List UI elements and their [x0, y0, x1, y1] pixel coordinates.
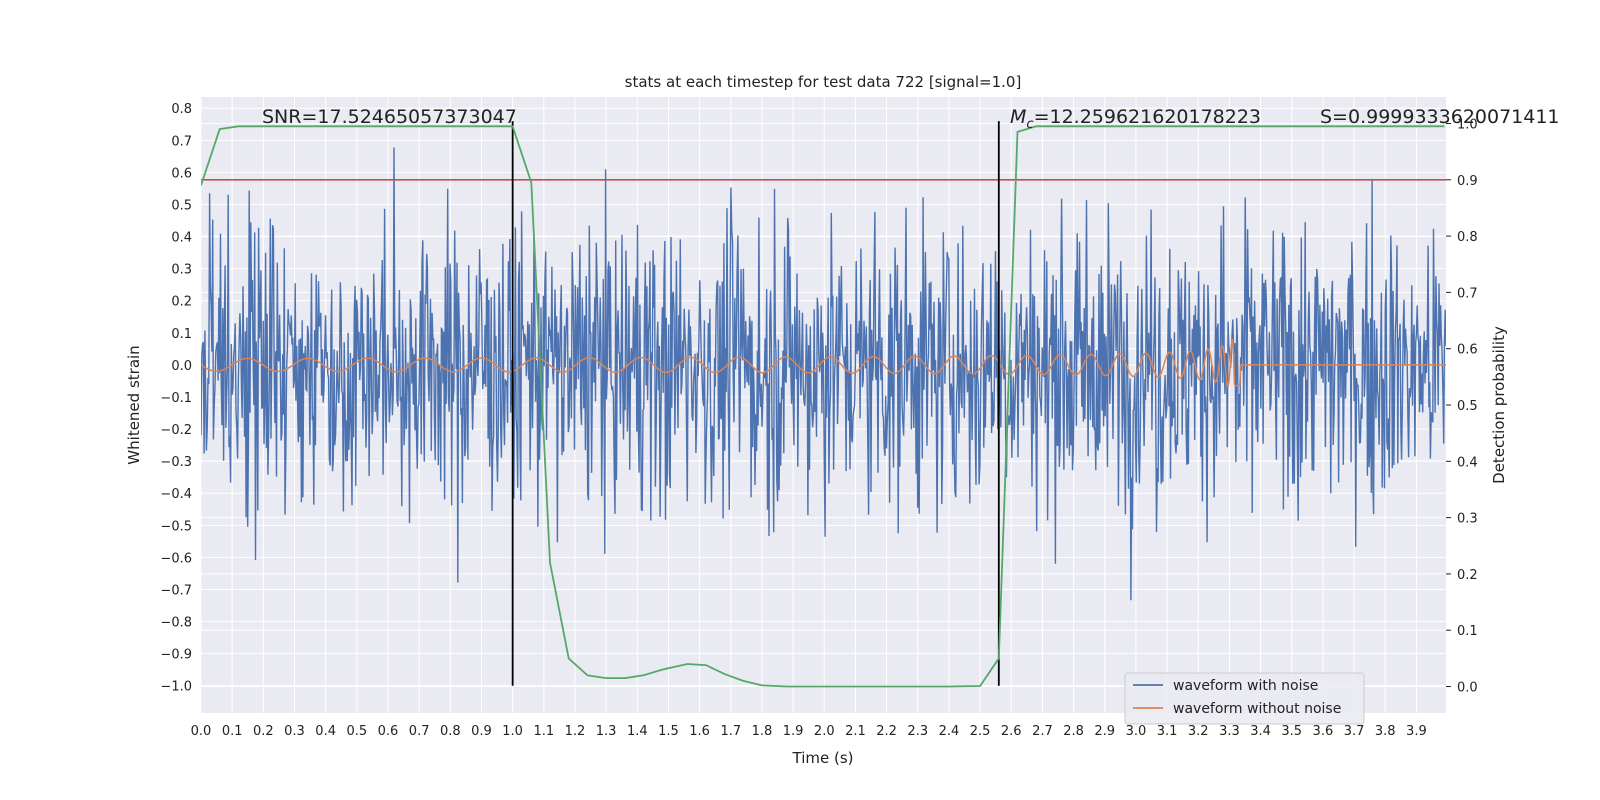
chirp-mass-value: =12.259621620178223	[1034, 106, 1261, 128]
x-tick-label: 0.4	[315, 724, 336, 739]
y-axis-title: Whitened strain	[125, 345, 143, 464]
y-tick-label: −0.7	[160, 583, 192, 598]
y2-tick-label: 0.9	[1457, 174, 1478, 189]
chirp-mass-symbol: M	[1010, 106, 1026, 128]
x-tick-label: 2.7	[1032, 724, 1053, 739]
x-tick-label: 3.0	[1126, 724, 1147, 739]
legend: waveform with noise waveform without noi…	[1124, 672, 1365, 725]
x-tick-label: 1.1	[533, 724, 554, 739]
y2-tick-label: 0.6	[1457, 343, 1478, 358]
x-tick-label: 0.3	[284, 724, 305, 739]
x-tick-label: 0.5	[346, 724, 367, 739]
series-waveform-without-noise	[201, 338, 1446, 389]
y-tick-label: 0.8	[171, 102, 192, 117]
y-tick-label: −0.6	[160, 551, 192, 566]
y2-tick-label: 1.0	[1457, 117, 1478, 132]
y2-tick-label: 0.7	[1457, 286, 1478, 301]
x-tick-label: 3.8	[1375, 724, 1396, 739]
x-axis-title: Time (s)	[792, 749, 854, 767]
y2-tick-label: 0.0	[1457, 681, 1478, 696]
x-tick-label: 2.4	[939, 724, 960, 739]
y-tick-label: 0.6	[171, 166, 192, 181]
y-tick-label: −1.0	[160, 680, 192, 695]
x-tick-label: 3.7	[1344, 724, 1365, 739]
y2-axis-ticks: 1.0 0.9 0.8 0.7 0.6 0.5 0.4 0.3 0.2 0.1 0.0	[1446, 117, 1478, 696]
y-tick-label: −0.5	[160, 519, 192, 534]
x-tick-label: 1.8	[752, 724, 773, 739]
y-tick-label: 0.0	[171, 359, 192, 374]
x-tick-label: 0.9	[471, 724, 492, 739]
y-tick-label: 0.3	[171, 263, 192, 278]
y2-tick-label: 0.2	[1457, 568, 1478, 583]
y-tick-label: 0.1	[171, 327, 192, 342]
y-tick-label: 0.2	[171, 295, 192, 310]
y2-tick-label: 0.1	[1457, 624, 1478, 639]
x-tick-label: 0.7	[409, 724, 430, 739]
x-tick-label: 1.9	[783, 724, 804, 739]
x-axis-ticks: 0.0 0.1 0.2 0.3 0.4 0.5 0.6 0.7 0.8 0.9 1.0 1.1 1.2 1…	[191, 724, 1427, 739]
x-tick-label: 3.1	[1157, 724, 1178, 739]
y-tick-label: −0.2	[160, 423, 192, 438]
x-tick-label: 0.6	[378, 724, 399, 739]
chirp-mass-annotation: Mc=12.259621620178223	[1010, 106, 1261, 132]
y2-tick-label: 0.5	[1457, 399, 1478, 414]
series-detection-probability	[201, 125, 1445, 688]
snr-annotation: SNR=17.52465057373047	[262, 106, 517, 128]
x-tick-label: 3.4	[1250, 724, 1271, 739]
x-tick-label: 2.0	[814, 724, 835, 739]
x-tick-label: 3.6	[1313, 724, 1334, 739]
x-tick-label: 1.4	[627, 724, 648, 739]
x-tick-label: 1.2	[565, 724, 586, 739]
x-tick-label: 1.3	[596, 724, 617, 739]
x-tick-label: 1.5	[658, 724, 679, 739]
y-tick-label: 0.7	[171, 134, 192, 149]
x-tick-label: 2.5	[970, 724, 991, 739]
y-tick-label: −0.8	[160, 616, 192, 631]
chirp-mass-subscript: c	[1026, 117, 1033, 132]
x-tick-label: 3.9	[1406, 724, 1427, 739]
x-tick-label: 2.3	[907, 724, 928, 739]
y2-axis-title: Detection probability	[1490, 326, 1508, 484]
y2-tick-label: 0.3	[1457, 512, 1478, 527]
y-axis-ticks: 0.8 0.7 0.6 0.5 0.4 0.3 0.2 0.1 0.0 −0.1 −0.2 −0.3 −…	[160, 102, 192, 695]
y-tick-label: 0.4	[171, 231, 192, 246]
x-tick-label: 2.9	[1094, 724, 1115, 739]
series-waveform-with-noise	[201, 147, 1446, 601]
x-tick-label: 0.8	[440, 724, 461, 739]
y2-tick-label: 0.4	[1457, 455, 1478, 470]
chart-title: stats at each timestep for test data 722…	[625, 73, 1022, 91]
y-tick-label: −0.9	[160, 648, 192, 663]
x-tick-label: 2.6	[1001, 724, 1022, 739]
x-tick-label: 2.1	[845, 724, 866, 739]
x-tick-label: 0.1	[222, 724, 243, 739]
x-tick-label: 0.2	[253, 724, 274, 739]
x-tick-label: 2.8	[1063, 724, 1084, 739]
legend-label-noise: waveform with noise	[1173, 678, 1318, 694]
legend-label-clean: waveform without noise	[1173, 701, 1341, 717]
x-tick-label: 2.2	[876, 724, 897, 739]
legend-box	[1124, 672, 1365, 725]
x-tick-label: 0.0	[191, 724, 212, 739]
grid-horizontal	[201, 107, 1446, 687]
y-tick-label: −0.4	[160, 487, 192, 502]
y2-tick-label: 0.8	[1457, 230, 1478, 245]
x-tick-label: 1.7	[720, 724, 741, 739]
y-tick-label: −0.1	[160, 391, 192, 406]
x-tick-label: 3.5	[1281, 724, 1302, 739]
x-tick-label: 1.0	[502, 724, 523, 739]
y-tick-label: 0.5	[171, 198, 192, 213]
x-tick-label: 1.6	[689, 724, 710, 739]
x-tick-label: 3.2	[1188, 724, 1209, 739]
score-annotation: S=0.9999333620071411	[1320, 106, 1560, 128]
x-tick-label: 3.3	[1219, 724, 1240, 739]
y-tick-label: −0.3	[160, 455, 192, 470]
